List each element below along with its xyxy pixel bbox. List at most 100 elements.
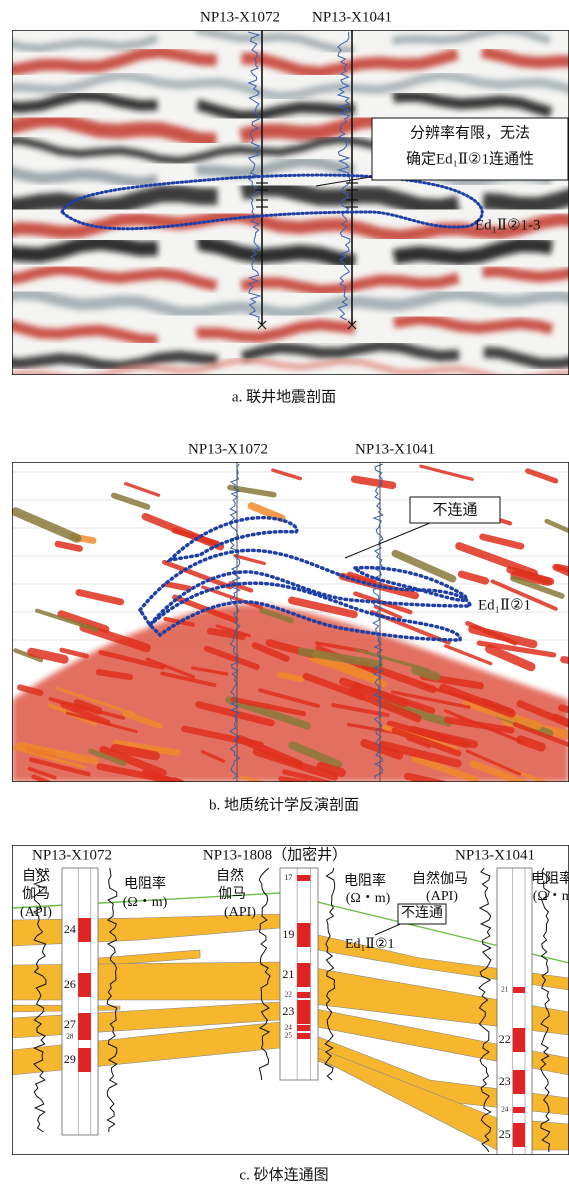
inversion-streak — [443, 644, 493, 666]
inversion-streak — [512, 722, 569, 747]
inversion-streak — [99, 745, 167, 777]
curve-label: 自然 — [216, 867, 244, 884]
seismic-event — [12, 339, 569, 373]
inversion-streak — [16, 741, 99, 765]
inversion-streak — [28, 757, 91, 777]
inversion-streak — [457, 570, 490, 585]
label: 分辨率有限，无法 — [410, 124, 530, 141]
curve-label: (Ω・m) — [533, 889, 569, 904]
sand-interval — [297, 923, 311, 947]
inversion-streak — [225, 696, 312, 730]
label: 不连通 — [401, 905, 443, 921]
curve-label: 电阻率 — [531, 870, 569, 887]
sand-interval — [78, 1013, 91, 1037]
inversion-streak — [98, 650, 166, 670]
curve-label: (API) — [426, 889, 458, 904]
inversion-streak — [60, 701, 111, 726]
inversion-streak — [65, 711, 138, 734]
inversion-streak — [259, 607, 294, 624]
layer-number: 24 — [285, 1024, 293, 1032]
inversion-streak — [490, 579, 558, 611]
seismic-panel — [12, 30, 569, 375]
layer-number: 24 — [501, 1106, 509, 1114]
inversion-streak — [403, 772, 451, 782]
inversion-streak — [12, 507, 82, 543]
layer-number: 29 — [64, 1052, 76, 1066]
inversion-streak — [164, 581, 192, 592]
sand-interval — [512, 1107, 525, 1113]
inversion-streak — [48, 697, 125, 720]
inversion-streak — [276, 671, 304, 683]
layer-outline — [147, 581, 462, 642]
inversion-streak — [57, 610, 110, 633]
inversion-streak — [411, 755, 479, 782]
seismic-event — [12, 287, 569, 320]
seismic-event — [12, 313, 569, 347]
layer-outline — [164, 515, 299, 563]
inversion-streak — [258, 688, 320, 708]
inversion-streak — [510, 575, 565, 599]
inversion-streak — [181, 725, 264, 749]
sand-interval — [297, 875, 311, 881]
inversion-streak — [465, 620, 518, 646]
seismic-event — [12, 70, 569, 102]
log-curve — [372, 463, 385, 780]
inversion-streak — [469, 760, 532, 782]
inversion-streak — [339, 677, 409, 708]
inversion-streak — [203, 645, 260, 670]
label: NP13-X1041 — [355, 441, 435, 457]
inversion-streak — [552, 563, 569, 577]
inversion-streak — [331, 703, 390, 718]
inversion-streak — [13, 648, 44, 663]
inversion-streak — [233, 554, 266, 566]
seismic-event — [12, 234, 569, 271]
well-end — [347, 320, 357, 330]
inversion-streak — [17, 684, 44, 696]
sand-interval — [512, 1123, 525, 1147]
inversion-streak — [160, 671, 217, 688]
well-column — [61, 867, 99, 1136]
sand-interval — [512, 1028, 525, 1052]
inversion-streak — [75, 589, 125, 606]
inversion-streak — [88, 748, 127, 767]
log-curve — [106, 867, 118, 1133]
label: Ed₁Ⅱ②1-3 — [475, 217, 541, 233]
layer-number: 25 — [499, 1127, 511, 1141]
label: NP13-X1072 — [188, 441, 268, 457]
curve-label: (API) — [224, 905, 256, 920]
sand-interval — [78, 1048, 91, 1072]
inversion-streak — [525, 468, 559, 484]
layer-number: 25 — [285, 1032, 293, 1040]
inversion-streak — [302, 672, 366, 701]
label: Ed₁Ⅱ②1 — [478, 597, 531, 613]
seismic-event — [12, 263, 569, 297]
inversion-streak — [59, 647, 89, 659]
curve-label: 自然伽马 — [412, 870, 468, 887]
log-curve — [32, 867, 47, 1133]
inversion-streak — [35, 608, 99, 632]
sand-panel — [12, 845, 569, 1155]
annotation-box — [409, 496, 501, 524]
label: NP13-1808（加密井） — [203, 846, 347, 863]
curve-label: 电阻率 — [344, 872, 386, 889]
inversion-streak — [55, 686, 135, 715]
inversion-streak — [506, 566, 555, 586]
pointer — [344, 522, 431, 559]
inversion-streak — [455, 542, 538, 578]
log-curve — [258, 867, 271, 1081]
curve-label: (Ω・m) — [346, 891, 391, 906]
sand-interval — [297, 992, 311, 998]
inversion-streak — [95, 669, 134, 681]
log-curve — [478, 867, 492, 1153]
label: 确定Ed₁Ⅱ②1连通性 — [406, 150, 534, 167]
inversion-streak — [195, 701, 275, 727]
inversion-streak — [390, 690, 471, 709]
layer-number: 19 — [282, 927, 294, 941]
layer-number: 22 — [285, 991, 293, 999]
inversion-streak — [162, 559, 233, 590]
inversion-streak — [516, 700, 569, 728]
sand-interval — [297, 1025, 311, 1031]
sand-interval — [78, 918, 91, 942]
well-end — [257, 320, 267, 330]
inversion-streak — [480, 698, 514, 715]
